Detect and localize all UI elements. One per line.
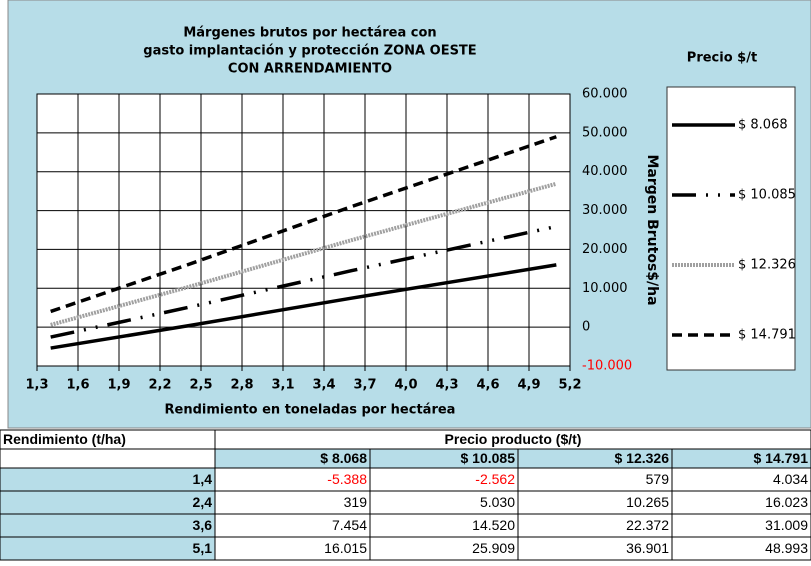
column-header: $ 8.068	[320, 450, 367, 466]
row-label: 3,6	[193, 517, 213, 533]
series-line	[50, 181, 557, 327]
row-label: 1,4	[193, 471, 213, 487]
table-value: 7.454	[332, 517, 367, 533]
table-cell	[0, 513, 216, 538]
table-value: 36.901	[626, 540, 669, 556]
x-tick-label: 1,6	[66, 378, 89, 393]
table-cell	[0, 467, 216, 492]
plot-area	[37, 94, 570, 366]
row-label: 5,1	[193, 540, 213, 556]
x-tick-label: 2,5	[189, 378, 212, 393]
series-line	[50, 135, 557, 314]
row-label: 2,4	[193, 494, 213, 510]
column-header: $ 12.326	[615, 450, 670, 466]
table-value: 48.993	[765, 540, 808, 556]
x-axis-label: Rendimiento en toneladas por hectárea	[165, 403, 456, 418]
table-value: -2.562	[475, 471, 515, 487]
table-value: -5.388	[327, 471, 367, 487]
table-header: Rendimiento (t/ha)	[3, 431, 126, 447]
legend-label: $ 8.068	[738, 118, 788, 133]
x-tick-label: 5,2	[558, 378, 581, 393]
y-tick-label: 50.000	[582, 125, 628, 140]
legend-label: $ 14.791	[738, 328, 796, 343]
chart-title: Márgenes brutos por hectárea con	[183, 26, 436, 41]
y-tick-label: 60.000	[582, 87, 628, 102]
legend-title: Precio $/t	[687, 51, 757, 66]
legend-label: $ 12.326	[738, 258, 796, 273]
table-cell	[671, 536, 811, 561]
table-value: 5.030	[480, 494, 515, 510]
series-line	[50, 224, 557, 339]
table-cell	[0, 490, 216, 515]
table-value: 319	[344, 494, 368, 510]
x-tick-label: 3,1	[271, 378, 294, 393]
y-tick-label: 30.000	[582, 203, 628, 218]
plot-border	[36, 93, 571, 367]
x-tick-label: 4,9	[517, 378, 540, 393]
x-tick-label: 4,3	[435, 378, 458, 393]
x-tick-label: 1,3	[25, 378, 48, 393]
chart-title: CON ARRENDAMIENTO	[228, 62, 392, 77]
table-value: 22.372	[626, 517, 669, 533]
legend-box	[666, 86, 796, 371]
column-header: $ 14.791	[754, 450, 809, 466]
x-tick-label: 4,6	[476, 378, 499, 393]
table-value: 16.023	[765, 494, 808, 510]
y-tick-label: 20.000	[582, 242, 628, 257]
table-value: 14.520	[472, 517, 515, 533]
series-line	[50, 263, 557, 350]
table-cell	[0, 536, 216, 561]
chart-title: gasto implantación y protección ZONA OES…	[143, 44, 476, 59]
table-value: 25.909	[472, 540, 515, 556]
table-group-header: Precio producto ($/t)	[445, 431, 582, 447]
column-header: $ 10.085	[461, 450, 516, 466]
x-tick-label: 3,7	[353, 378, 376, 393]
table: Rendimiento (t/ha) Precio producto ($/t) $…	[0, 429, 811, 561]
legend-label: $ 10.085	[738, 188, 796, 203]
x-tick-label: 2,8	[230, 378, 253, 393]
x-tick-label: 4,0	[394, 378, 417, 393]
table-value: 579	[646, 471, 670, 487]
y-tick-label: 0	[582, 320, 590, 335]
x-tick-label: 1,9	[107, 378, 130, 393]
y-axis-label: Margen Brutos$/ha	[644, 154, 660, 305]
y-tick-label: -10.000	[582, 359, 632, 374]
table-value: 4.034	[773, 471, 808, 487]
x-tick-label: 3,4	[312, 378, 335, 393]
table-value: 16.015	[324, 540, 367, 556]
x-tick-label: 2,2	[148, 378, 171, 393]
table-value: 10.265	[626, 494, 669, 510]
y-tick-label: 40.000	[582, 164, 628, 179]
table-value: 31.009	[765, 517, 808, 533]
y-tick-label: 10.000	[582, 281, 628, 296]
table-cell	[0, 448, 216, 469]
